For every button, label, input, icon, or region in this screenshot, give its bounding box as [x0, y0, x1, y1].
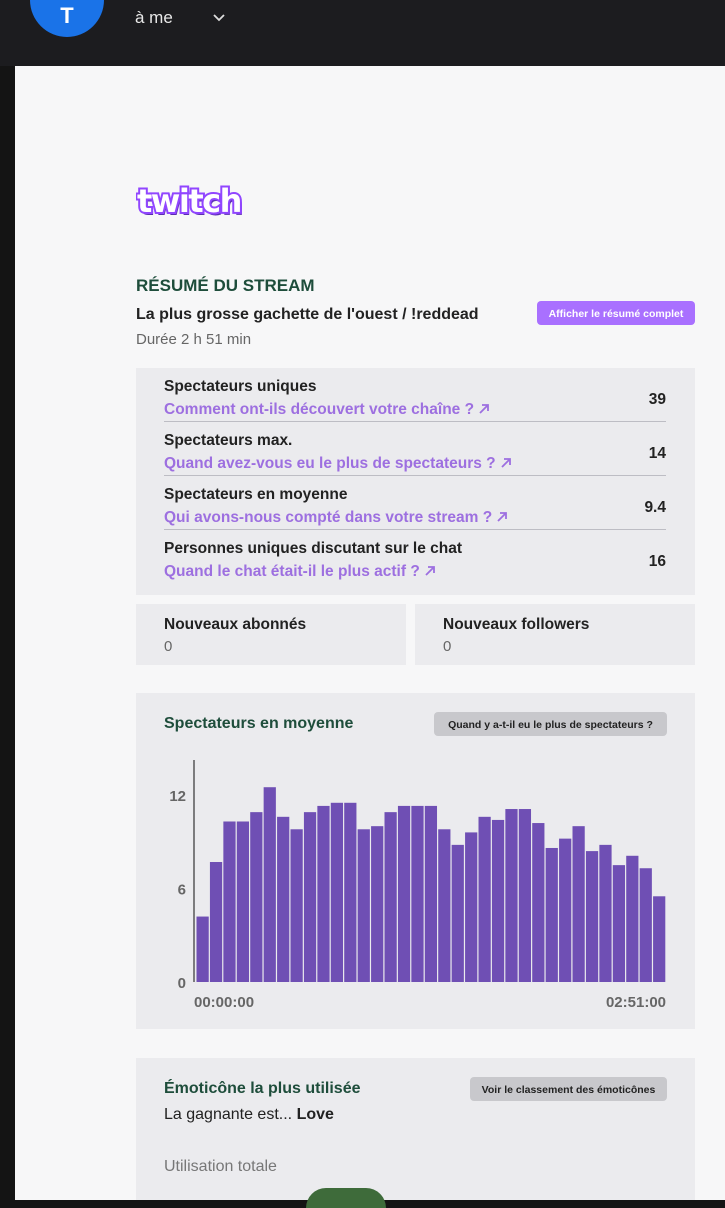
chart-bar	[545, 847, 558, 982]
chart-bar	[263, 787, 276, 982]
chevron-down-icon[interactable]	[212, 10, 226, 24]
email-body: twitch twitch RÉSUMÉ DU STREAM La plus g…	[15, 66, 725, 1208]
stats-panel: Spectateurs uniques Comment ont-ils déco…	[136, 368, 695, 595]
chart-bar	[317, 805, 330, 982]
stat-avg-viewers: Spectateurs en moyenne Qui avons-nous co…	[164, 476, 666, 530]
chart-bar	[518, 809, 532, 982]
chart-bar	[572, 826, 585, 982]
stat-value: 14	[648, 445, 666, 462]
arrow-up-right-icon	[479, 404, 489, 414]
chart-bar	[639, 868, 652, 982]
emote-winner: La gagnante est... Love	[164, 1106, 334, 1124]
avg-viewers-chart: 0 6 12 00:00:00 02:51:00	[169, 760, 666, 1011]
usage-label: Utilisation totale	[164, 1158, 277, 1175]
x-tick-label: 02:51:00	[606, 994, 666, 1011]
chart-bar	[397, 805, 411, 982]
stat-link[interactable]: Qui avons-nous compté dans votre stream …	[164, 509, 508, 527]
stat-value: 39	[648, 391, 666, 408]
summary-section-title: RÉSUMÉ DU STREAM	[136, 276, 315, 295]
chart-bar	[653, 896, 666, 982]
chart-bar	[424, 805, 438, 982]
chart-bar	[411, 805, 424, 982]
new-subscribers-label: Nouveaux abonnés	[164, 616, 307, 633]
divider	[164, 529, 666, 530]
stat-unique-chatters: Personnes uniques discutant sur le chat …	[164, 530, 666, 584]
chart-bar	[559, 838, 572, 982]
chart-bar	[438, 829, 451, 982]
peak-viewers-button[interactable]: Quand y a-t-il eu le plus de spectateurs…	[434, 712, 667, 736]
chart-bar	[491, 819, 505, 982]
chart-bar	[196, 916, 209, 982]
chart-bar	[612, 865, 626, 983]
stream-duration: Durée 2 h 51 min	[136, 331, 252, 348]
sender-avatar[interactable]: T	[30, 0, 104, 37]
chart-bar	[223, 821, 236, 982]
y-tick-label: 12	[169, 788, 186, 805]
chart-bar	[290, 829, 303, 982]
stat-link[interactable]: Quand le chat était-il le plus actif ?	[164, 563, 436, 581]
chart-title: Spectateurs en moyenne	[164, 715, 354, 732]
chart-bar	[599, 844, 612, 982]
arrow-up-right-icon	[497, 512, 508, 522]
email-header-bar: T à me	[0, 0, 725, 66]
new-followers-label: Nouveaux followers	[443, 616, 590, 633]
stat-label: Spectateurs uniques	[164, 378, 317, 395]
chart-bar	[330, 802, 344, 982]
winner-prefix: La gagnante est...	[164, 1106, 293, 1123]
winner-name: Love	[296, 1106, 334, 1123]
recipient-label: à me	[135, 8, 173, 27]
new-followers-value: 0	[443, 638, 452, 655]
arrow-up-right-icon	[425, 566, 435, 576]
chart-bar	[209, 862, 223, 982]
avatar-letter: T	[60, 3, 74, 28]
top-emote-card: Émoticône la plus utilisée Voir le class…	[136, 1058, 695, 1208]
divider	[164, 475, 666, 476]
twitch-logo: twitch twitch	[136, 184, 244, 223]
chart-bar	[303, 812, 317, 982]
new-subscribers-box: Nouveaux abonnés 0	[136, 604, 406, 665]
stat-link[interactable]: Comment ont-ils découvert votre chaîne ?	[164, 401, 490, 419]
y-tick-label: 0	[178, 975, 186, 992]
x-tick-label: 00:00:00	[194, 994, 254, 1011]
y-tick-label: 6	[178, 882, 186, 899]
stat-max-viewers: Spectateurs max. Quand avez-vous eu le p…	[164, 422, 666, 476]
chart-bar	[532, 823, 545, 982]
stat-label: Personnes uniques discutant sur le chat	[164, 540, 463, 557]
chart-bar	[357, 829, 370, 982]
divider	[164, 421, 666, 422]
new-followers-box: Nouveaux followers 0	[415, 604, 695, 665]
chart-bar	[505, 809, 518, 982]
svg-text:twitch: twitch	[139, 185, 243, 223]
chart-bar	[371, 826, 384, 982]
stat-value: 9.4	[644, 499, 666, 516]
chart-bar	[384, 812, 397, 982]
chart-bar	[236, 821, 250, 982]
chart-bar	[277, 816, 290, 982]
chart-bar	[451, 844, 464, 982]
stat-link[interactable]: Quand avez-vous eu le plus de spectateur…	[164, 455, 512, 473]
chart-bar	[478, 816, 491, 982]
arrow-up-right-icon	[500, 458, 511, 468]
emote-ranking-button[interactable]: Voir le classement des émoticônes	[470, 1077, 667, 1101]
stat-value: 16	[648, 553, 666, 570]
chart-bar	[626, 855, 639, 982]
chart-bar	[344, 802, 357, 982]
stream-title: La plus grosse gachette de l'ouest / !re…	[136, 306, 479, 323]
avg-viewers-chart-card: Spectateurs en moyenne Quand y a-t-il eu…	[136, 693, 695, 1029]
chart-bar	[250, 812, 263, 982]
full-summary-button[interactable]: Afficher le résumé complet	[537, 301, 695, 325]
stat-label: Spectateurs max.	[164, 432, 293, 449]
emote-image	[306, 1188, 386, 1208]
emote-section-title: Émoticône la plus utilisée	[164, 1080, 361, 1097]
chart-bar	[585, 851, 599, 982]
stat-unique-viewers: Spectateurs uniques Comment ont-ils déco…	[164, 368, 666, 422]
svg-text:twitch: twitch	[137, 184, 241, 220]
stat-label: Spectateurs en moyenne	[164, 486, 348, 503]
chart-bar	[465, 832, 478, 982]
new-subscribers-value: 0	[164, 638, 173, 655]
